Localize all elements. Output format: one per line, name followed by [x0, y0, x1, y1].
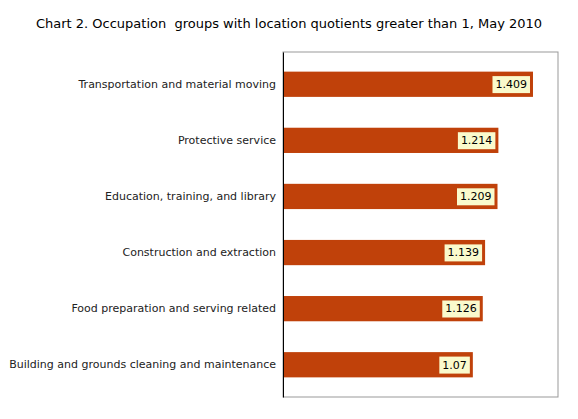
plot: Building and grounds cleaning and mainte…	[9, 52, 558, 398]
y-tick: Protective service	[178, 134, 283, 147]
y-tick-label: Transportation and material moving	[78, 78, 277, 91]
y-tick: Education, training, and library	[105, 190, 283, 203]
y-tick-label: Education, training, and library	[105, 190, 276, 203]
data-label: 1.126	[445, 302, 477, 315]
bar	[283, 184, 498, 209]
data-label: 1.07	[442, 359, 467, 372]
data-label: 1.409	[495, 78, 527, 91]
y-tick-label: Construction and extraction	[122, 246, 276, 259]
bar	[283, 240, 485, 265]
data-labels: 1.07 1.126 1.139 1.209 1.214 1.409	[439, 76, 530, 373]
y-tick: Food preparation and serving related	[71, 302, 283, 315]
data-label-bg	[492, 76, 530, 93]
bars	[283, 72, 533, 378]
data-label-group: 1.209	[457, 188, 495, 205]
data-label-bg	[442, 300, 480, 317]
y-tick-label: Building and grounds cleaning and mainte…	[9, 358, 276, 371]
data-label-group: 1.139	[445, 244, 483, 261]
data-label: 1.214	[461, 134, 493, 147]
data-label-bg	[457, 188, 495, 205]
title: Chart 2. Occupation groups with location…	[36, 16, 542, 31]
bar	[283, 352, 473, 377]
chart: Chart 2. Occupation groups with location…	[0, 0, 578, 419]
y-tick: Building and grounds cleaning and mainte…	[9, 358, 283, 371]
bar	[283, 72, 533, 97]
bar	[283, 296, 483, 321]
data-label-bg	[458, 132, 496, 149]
data-label-bg	[439, 357, 470, 374]
bar	[283, 128, 498, 153]
y-axis: Building and grounds cleaning and mainte…	[9, 53, 283, 398]
data-label: 1.209	[460, 190, 492, 203]
y-axis-line	[283, 53, 284, 398]
y-tick-label: Protective service	[178, 134, 276, 147]
data-label-bg	[445, 244, 483, 261]
data-label-group: 1.214	[458, 132, 496, 149]
data-label-group: 1.07	[439, 357, 470, 374]
data-label: 1.139	[448, 246, 480, 259]
plot-frame	[283, 52, 558, 397]
data-label-group: 1.126	[442, 300, 480, 317]
data-label-group: 1.409	[492, 76, 530, 93]
y-tick-label: Food preparation and serving related	[71, 302, 276, 315]
y-tick: Construction and extraction	[122, 246, 283, 259]
y-tick: Transportation and material moving	[78, 78, 284, 91]
